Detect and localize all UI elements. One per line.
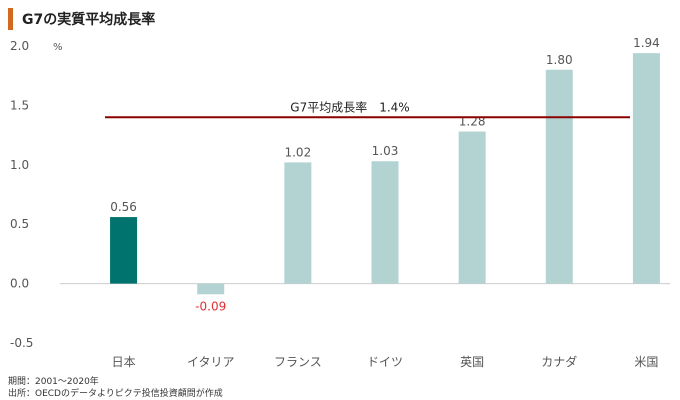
chart-title: G7の実質平均成長率 — [22, 12, 156, 28]
bar — [197, 283, 225, 295]
title-accent-bar — [8, 8, 13, 30]
category-label: 日本 — [112, 355, 136, 369]
data-label: 1.80 — [546, 53, 573, 67]
category-label: 英国 — [460, 355, 484, 369]
bar — [110, 217, 138, 284]
category-label: 米国 — [634, 355, 658, 369]
bar — [458, 131, 486, 284]
category-label: ドイツ — [367, 355, 403, 369]
footnote-source: 出所：OECDのデータよりピクテ投信投資顧問が作成 — [8, 389, 223, 399]
y-tick-label: 0.0 — [10, 277, 29, 291]
category-label: イタリア — [187, 355, 235, 369]
category-label: カナダ — [541, 354, 577, 369]
y-tick-label: -0.5 — [10, 336, 33, 350]
bar — [284, 162, 312, 284]
bar — [545, 69, 573, 284]
bar — [632, 53, 660, 284]
data-label: 0.56 — [110, 200, 137, 214]
data-label: 1.94 — [633, 36, 660, 50]
data-label: 1.03 — [372, 144, 399, 158]
category-label: フランス — [274, 355, 322, 369]
footnote-period: 期間：2001～2020年 — [8, 377, 99, 387]
y-tick-label: 1.0 — [10, 158, 29, 172]
g7-average-label: G7平均成長率 1.4% — [290, 99, 409, 114]
bar — [371, 161, 399, 284]
y-tick-label: 1.5 — [10, 98, 29, 112]
data-label: -0.09 — [195, 299, 226, 313]
y-tick-label: 2.0 — [10, 39, 29, 53]
y-tick-label: 0.5 — [10, 217, 29, 231]
data-label: 1.02 — [284, 145, 311, 159]
y-unit-label: % — [53, 42, 63, 53]
